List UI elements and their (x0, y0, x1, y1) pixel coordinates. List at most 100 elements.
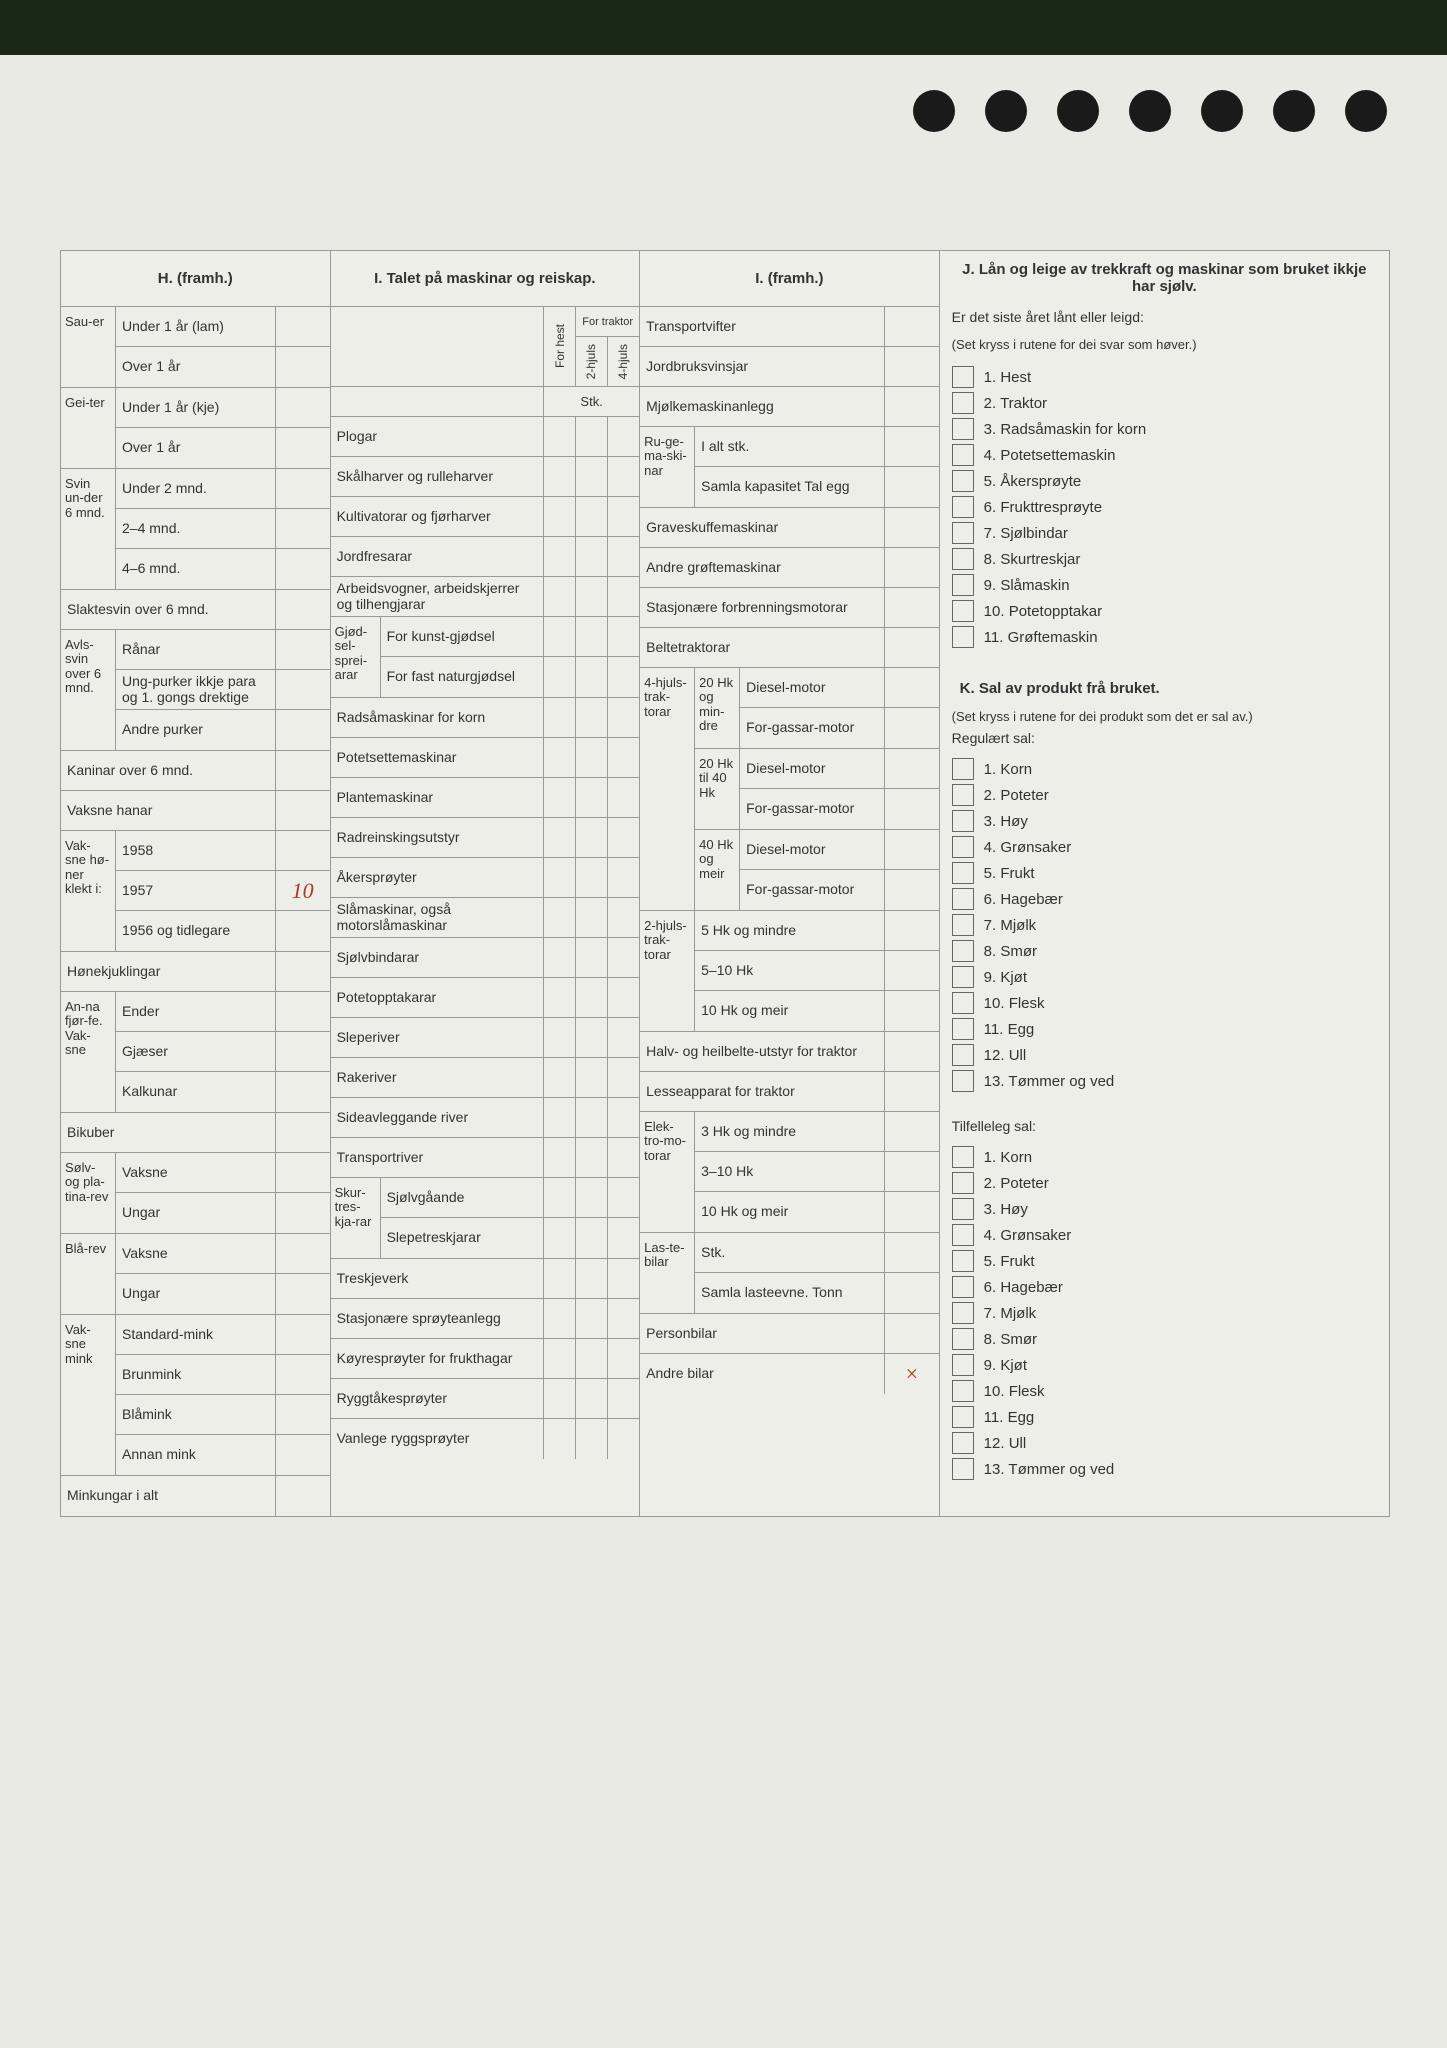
value-cell[interactable] (275, 1193, 330, 1233)
value-cell[interactable] (607, 978, 639, 1017)
checkbox[interactable] (952, 940, 974, 962)
value-cell[interactable] (884, 1032, 939, 1071)
checkbox[interactable] (952, 1250, 974, 1272)
value-cell[interactable] (543, 417, 575, 456)
value-cell[interactable] (575, 1098, 607, 1137)
value-cell[interactable] (543, 1218, 575, 1258)
value-cell[interactable] (575, 1339, 607, 1378)
value-cell[interactable] (884, 1314, 939, 1353)
value-cell[interactable] (275, 1315, 330, 1354)
value-cell[interactable] (884, 508, 939, 547)
value-cell[interactable] (543, 1419, 575, 1459)
value-cell[interactable] (275, 1476, 330, 1516)
checkbox[interactable] (952, 1328, 974, 1350)
value-cell[interactable] (607, 1299, 639, 1338)
value-cell[interactable] (575, 1178, 607, 1217)
value-cell[interactable] (607, 497, 639, 536)
checkbox[interactable] (952, 1198, 974, 1220)
value-cell[interactable] (607, 1098, 639, 1137)
value-cell[interactable] (543, 818, 575, 857)
value-cell[interactable] (275, 1274, 330, 1314)
value-cell[interactable] (607, 417, 639, 456)
value-cell[interactable] (884, 1112, 939, 1151)
value-cell[interactable] (575, 818, 607, 857)
checkbox[interactable] (952, 1276, 974, 1298)
value-cell[interactable] (275, 911, 330, 951)
value-cell[interactable] (607, 1259, 639, 1298)
checkbox[interactable] (952, 784, 974, 806)
value-cell[interactable] (543, 1299, 575, 1338)
value-cell[interactable] (543, 1379, 575, 1418)
value-cell[interactable] (884, 588, 939, 627)
value-cell[interactable] (575, 1058, 607, 1097)
value-cell[interactable] (884, 911, 939, 950)
value-cell[interactable] (884, 749, 939, 788)
checkbox[interactable] (952, 862, 974, 884)
checkbox[interactable] (952, 496, 974, 518)
checkbox[interactable] (952, 1458, 974, 1480)
value-cell[interactable] (884, 548, 939, 587)
value-cell[interactable] (575, 1379, 607, 1418)
value-cell[interactable] (607, 818, 639, 857)
checkbox[interactable] (952, 1432, 974, 1454)
value-cell[interactable] (543, 577, 575, 616)
value-cell[interactable] (607, 1138, 639, 1177)
value-cell[interactable] (275, 469, 330, 508)
checkbox[interactable] (952, 470, 974, 492)
value-cell[interactable] (275, 428, 330, 468)
value-cell[interactable] (607, 898, 639, 937)
value-cell[interactable] (607, 617, 639, 656)
value-cell[interactable] (884, 1273, 939, 1313)
value-cell[interactable] (543, 1178, 575, 1217)
value-cell[interactable] (607, 698, 639, 737)
value-cell[interactable] (543, 497, 575, 536)
value-cell[interactable] (575, 778, 607, 817)
value-cell[interactable] (543, 698, 575, 737)
value-cell[interactable] (884, 1152, 939, 1191)
value-cell[interactable] (884, 1072, 939, 1111)
value-cell[interactable] (543, 537, 575, 576)
value-cell[interactable] (575, 978, 607, 1017)
value-cell[interactable] (607, 577, 639, 616)
value-cell[interactable] (543, 617, 575, 656)
checkbox[interactable] (952, 1380, 974, 1402)
checkbox[interactable] (952, 548, 974, 570)
value-cell[interactable] (575, 417, 607, 456)
value-cell[interactable] (884, 991, 939, 1031)
value-cell[interactable]: × (884, 1354, 939, 1394)
value-cell[interactable] (607, 1339, 639, 1378)
value-cell[interactable] (543, 1259, 575, 1298)
checkbox[interactable] (952, 1146, 974, 1168)
checkbox[interactable] (952, 1302, 974, 1324)
value-cell[interactable] (575, 577, 607, 616)
value-cell[interactable] (275, 307, 330, 346)
value-cell[interactable] (275, 630, 330, 669)
value-cell[interactable] (575, 938, 607, 977)
value-cell[interactable] (543, 738, 575, 777)
value-cell[interactable] (275, 831, 330, 870)
checkbox[interactable] (952, 888, 974, 910)
value-cell[interactable] (607, 778, 639, 817)
value-cell[interactable] (575, 497, 607, 536)
checkbox[interactable] (952, 992, 974, 1014)
value-cell[interactable] (575, 1018, 607, 1057)
checkbox[interactable] (952, 758, 974, 780)
value-cell[interactable] (607, 1018, 639, 1057)
value-cell[interactable]: 10 (275, 871, 330, 910)
checkbox[interactable] (952, 836, 974, 858)
checkbox[interactable] (952, 914, 974, 936)
value-cell[interactable] (275, 670, 330, 709)
checkbox[interactable] (952, 392, 974, 414)
value-cell[interactable] (575, 858, 607, 897)
value-cell[interactable] (607, 858, 639, 897)
value-cell[interactable] (275, 1072, 330, 1112)
checkbox[interactable] (952, 810, 974, 832)
value-cell[interactable] (607, 738, 639, 777)
value-cell[interactable] (884, 347, 939, 386)
checkbox[interactable] (952, 418, 974, 440)
value-cell[interactable] (884, 1233, 939, 1272)
value-cell[interactable] (575, 1138, 607, 1177)
value-cell[interactable] (884, 789, 939, 829)
value-cell[interactable] (575, 617, 607, 656)
value-cell[interactable] (275, 1113, 330, 1152)
